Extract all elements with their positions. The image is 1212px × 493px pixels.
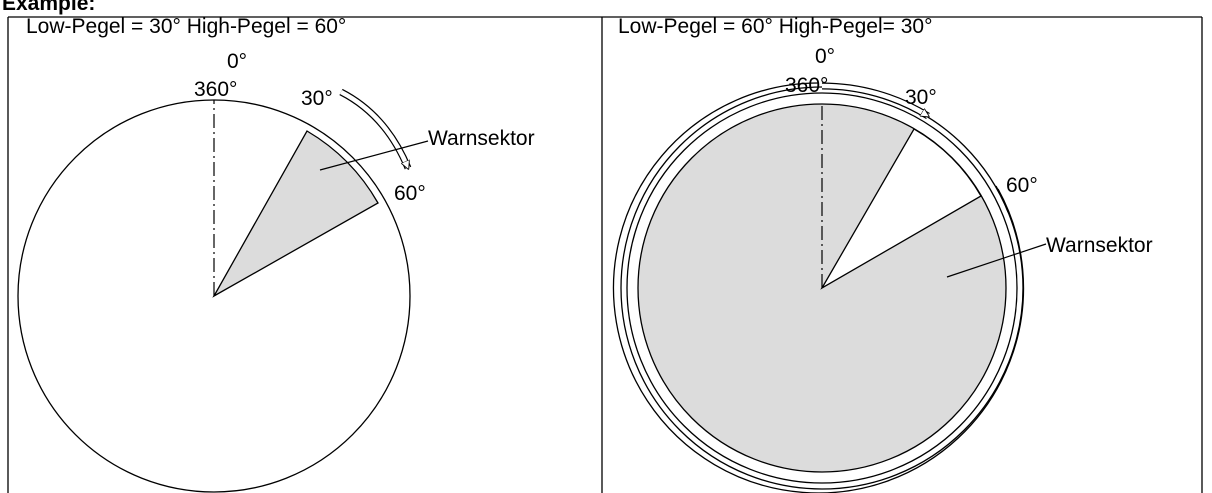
sector-label: Warnsektor <box>1046 234 1153 257</box>
sector-leader-line <box>946 243 1047 278</box>
panel-title: Low-Pegel = 30° High-Pegel = 60° <box>26 15 346 38</box>
panel-title: Low-Pegel = 60° High-Pegel= 30° <box>618 15 933 38</box>
angle-low-label: 30° <box>301 87 333 110</box>
sector-leader-line <box>319 140 429 171</box>
panel-left: Low-Pegel = 30° High-Pegel = 60° 0° 360°… <box>17 15 535 493</box>
table-grid <box>7 16 1203 493</box>
warn-arc-outer <box>612 82 1025 493</box>
zero-degree-label: 0° <box>815 45 835 68</box>
angle-low-label: 30° <box>905 86 937 109</box>
angle-high-label: 60° <box>1006 174 1038 197</box>
zero-degree-label: 0° <box>227 50 247 73</box>
panel-right: Low-Pegel = 60° High-Pegel= 30° 0° 360° … <box>612 15 1153 493</box>
full-circle-label: 360° <box>785 74 828 97</box>
full-circle-label: 360° <box>194 78 237 101</box>
direction-arrow-inner <box>339 89 411 168</box>
safe-sector <box>820 128 982 290</box>
example-heading: Example: <box>2 0 96 15</box>
sector-label: Warnsektor <box>428 127 535 150</box>
direction-arrow-inner <box>821 83 928 118</box>
warn-arc-start-tick <box>995 185 1009 213</box>
angle-high-label: 60° <box>394 182 426 205</box>
